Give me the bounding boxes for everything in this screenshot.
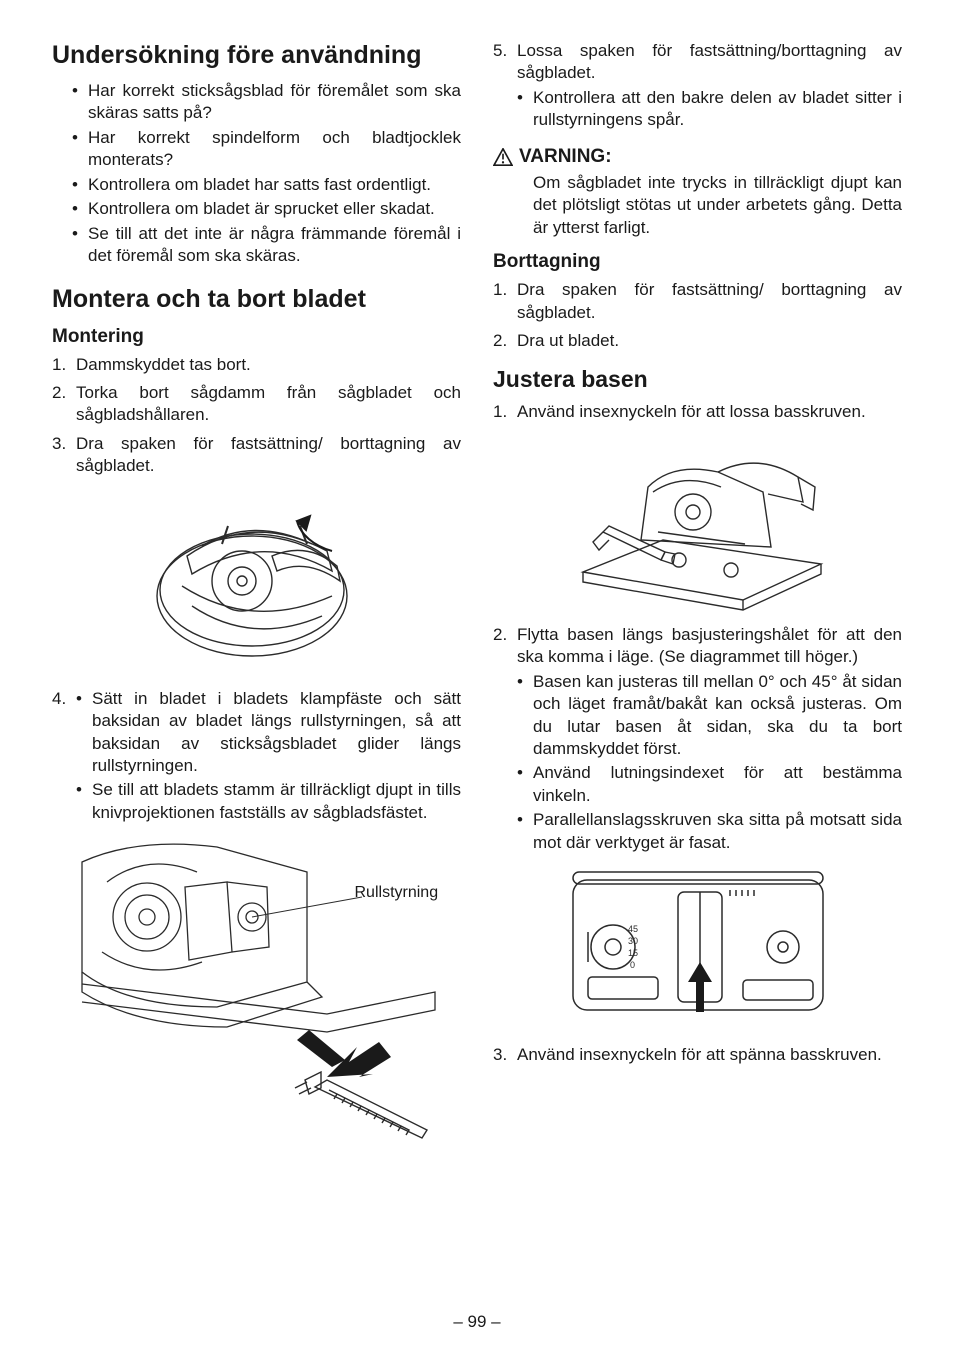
- list-item: Dra spaken för fastsättning/ borttagning…: [493, 279, 902, 324]
- figure-base-underside: 45 30 15 0: [558, 862, 838, 1032]
- heading-mount-remove: Montera och ta bort bladet: [52, 284, 461, 314]
- base-steps: Använd insexnyckeln för att lossa basskr…: [493, 401, 902, 423]
- list-item: Dammskyddet tas bort.: [52, 354, 461, 376]
- warning-label: VARNING:: [519, 146, 612, 168]
- list-item: Torka bort sågdamm från sågbladet och så…: [52, 382, 461, 427]
- list-item: Flytta basen längs basjusteringshålet fö…: [493, 624, 902, 854]
- list-item: Sätt in bladet i bladets klampfäste och …: [92, 688, 461, 778]
- mounting-steps: Dammskyddet tas bort. Torka bort sågdamm…: [52, 354, 461, 478]
- list-item: Använd insexnyckeln för att spänna bassk…: [493, 1044, 902, 1066]
- figure-hex-key: [563, 432, 833, 612]
- list-item: Kontrollera om bladet har satts fast ord…: [88, 174, 461, 196]
- figure-blade-insert: Rullstyrning: [77, 832, 437, 1142]
- warning-header: VARNING:: [493, 146, 902, 168]
- step-text: Lossa spaken för fastsättning/borttagnin…: [517, 41, 902, 82]
- list-item: Har korrekt sticksågsblad för föremålet …: [88, 80, 461, 125]
- svg-text:0: 0: [630, 960, 635, 970]
- page-number: – 99 –: [0, 1312, 954, 1332]
- removal-steps: Dra spaken för fastsättning/ borttagning…: [493, 279, 902, 352]
- list-item: Sätt in bladet i bladets klampfäste och …: [52, 688, 461, 825]
- list-item: Se till att bladets stamm är tillräcklig…: [92, 779, 461, 824]
- list-item: Dra spaken för fastsättning/ borttagning…: [52, 433, 461, 478]
- svg-text:45: 45: [628, 924, 638, 934]
- list-item: Använd lutningsindexet för att bestämma …: [533, 762, 902, 807]
- left-column: Undersökning före användning Har korrekt…: [52, 40, 461, 1154]
- step-text: Flytta basen längs basjusteringshålet fö…: [517, 625, 902, 666]
- list-item: Kontrollera om bladet är sprucket eller …: [88, 198, 461, 220]
- list-item: Dra ut bladet.: [493, 330, 902, 352]
- list-item: Lossa spaken för fastsättning/borttagnin…: [493, 40, 902, 132]
- heading-adjust-base: Justera basen: [493, 366, 902, 393]
- warning-body: Om sågbladet inte trycks in tillräckligt…: [493, 172, 902, 239]
- right-column: Lossa spaken för fastsättning/borttagnin…: [493, 40, 902, 1154]
- list-item: Har korrekt spindelform och bladtjocklek…: [88, 127, 461, 172]
- inspection-list: Har korrekt sticksågsblad för föremålet …: [52, 80, 461, 268]
- heading-mounting: Montering: [52, 326, 461, 348]
- warning-icon: [493, 148, 513, 166]
- list-item: Använd insexnyckeln för att lossa basskr…: [493, 401, 902, 423]
- mounting-steps-cont: Sätt in bladet i bladets klampfäste och …: [52, 688, 461, 825]
- two-column-layout: Undersökning före användning Har korrekt…: [52, 40, 902, 1154]
- heading-inspection: Undersökning före användning: [52, 40, 461, 70]
- svg-text:30: 30: [628, 936, 638, 946]
- figure-label-rullstyrning: Rullstyrning: [355, 884, 439, 902]
- list-item: Parallellanslagsskruven ska sitta på mot…: [533, 809, 902, 854]
- base-steps-2: Flytta basen längs basjusteringshålet fö…: [493, 624, 902, 854]
- svg-text:15: 15: [628, 948, 638, 958]
- heading-removal: Borttagning: [493, 251, 902, 273]
- mounting-steps-5: Lossa spaken för fastsättning/borttagnin…: [493, 40, 902, 132]
- list-item: Kontrollera att den bakre delen av blade…: [533, 87, 902, 132]
- list-item: Basen kan justeras till mellan 0° och 45…: [533, 671, 902, 761]
- base-steps-3: Använd insexnyckeln för att spänna bassk…: [493, 1044, 902, 1066]
- list-item: Se till att det inte är några främmande …: [88, 223, 461, 268]
- figure-lever: [132, 486, 382, 676]
